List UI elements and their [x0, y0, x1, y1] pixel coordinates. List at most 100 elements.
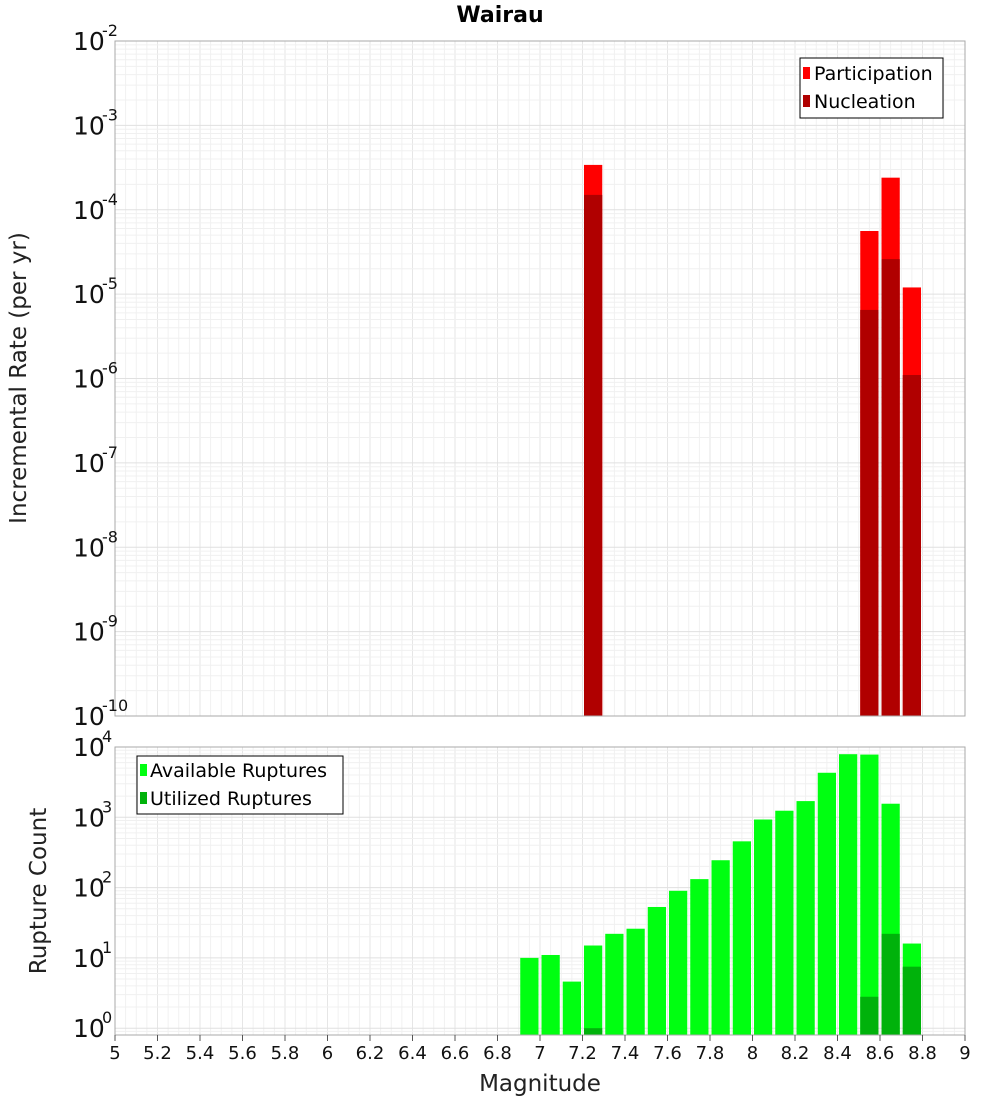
- rupture-y-tick-label-exponent: 3: [102, 797, 112, 816]
- available-ruptures-legend-swatch: [140, 764, 147, 776]
- available-ruptures-bar: [860, 754, 879, 1035]
- available-ruptures-bar: [605, 933, 624, 1035]
- utilized-ruptures-legend-label: Utilized Ruptures: [150, 788, 312, 810]
- rate-y-tick-label-exponent: -5: [102, 274, 118, 293]
- rupture-y-tick-label: 10: [73, 733, 105, 762]
- rate-y-tick-label-exponent: -4: [102, 190, 118, 209]
- rupture-plot-legend: Available Ruptures Utilized Ruptures: [136, 755, 344, 815]
- x-tick-label: 8: [747, 1043, 758, 1064]
- rate-y-tick-label-exponent: -10: [102, 696, 128, 715]
- x-tick-label: 5.6: [228, 1043, 257, 1064]
- x-tick-label: 7.4: [611, 1043, 640, 1064]
- rate-y-tick-label: 10: [73, 618, 105, 647]
- x-tick-label: 6.4: [398, 1043, 427, 1064]
- available-ruptures-bar: [520, 957, 539, 1035]
- rate-y-tick-label: 10: [73, 702, 105, 731]
- rupture-y-tick-label-exponent: 1: [102, 938, 112, 957]
- x-tick-label: 8.2: [781, 1043, 810, 1064]
- x-axis-ticks: 5 5.2 5.4 5.6 5.8 6 6.2 6.4 6.6 6.8 7 7.2 7.4 7.6 7.8 8…: [109, 1035, 971, 1064]
- available-ruptures-bar: [732, 841, 751, 1035]
- x-tick-label: 6.8: [483, 1043, 512, 1064]
- x-tick-label: 6: [322, 1043, 333, 1064]
- x-tick-label: 5.8: [271, 1043, 300, 1064]
- available-ruptures-bar: [796, 801, 815, 1035]
- x-tick-label: 9: [959, 1043, 970, 1064]
- nucleation-bar: [881, 259, 900, 716]
- available-ruptures-bar: [541, 954, 560, 1035]
- x-tick-label: 5.2: [143, 1043, 172, 1064]
- available-ruptures-legend-label: Available Ruptures: [150, 760, 327, 782]
- rupture-y-tick-label-exponent: 0: [102, 1008, 112, 1027]
- nucleation-bar: [902, 375, 921, 716]
- rate-plot-bars: [584, 164, 921, 716]
- rupture-y-tick-label-exponent: 2: [102, 868, 112, 887]
- available-ruptures-bar: [584, 945, 603, 1035]
- x-tick-label: 6.2: [356, 1043, 385, 1064]
- rupture-legend-box: [136, 755, 344, 815]
- rate-y-tick-label-exponent: -9: [102, 612, 118, 631]
- rate-plot-grid: [114, 40, 966, 717]
- rate-y-tick-label-exponent: -7: [102, 443, 118, 462]
- rupture-plot-y-axis-title: Rupture Count: [26, 808, 52, 974]
- utilized-ruptures-legend-swatch: [140, 792, 147, 804]
- x-axis-title: Magnitude: [479, 1071, 601, 1097]
- nucleation-legend-swatch: [803, 95, 810, 107]
- available-ruptures-bar: [690, 879, 709, 1035]
- available-ruptures-bar: [647, 906, 666, 1035]
- participation-legend-swatch: [803, 67, 810, 79]
- rate-y-tick-label: 10: [73, 533, 105, 562]
- rate-plot-y-axis-title: Incremental Rate (per yr): [6, 232, 32, 524]
- nucleation-legend-label: Nucleation: [814, 91, 916, 113]
- rate-y-tick-label: 10: [73, 196, 105, 225]
- utilized-ruptures-bar: [881, 933, 900, 1035]
- rupture-y-tick-label: 10: [73, 1014, 105, 1043]
- rupture-y-tick-label: 10: [73, 803, 105, 832]
- rupture-y-tick-label-exponent: 4: [102, 727, 112, 746]
- x-tick-label: 6.6: [441, 1043, 470, 1064]
- utilized-ruptures-bar: [584, 1028, 603, 1035]
- rate-y-tick-label: 10: [73, 449, 105, 478]
- available-ruptures-bar: [562, 981, 581, 1035]
- available-ruptures-bar: [626, 928, 645, 1035]
- nucleation-bar: [860, 309, 879, 716]
- participation-legend-label: Participation: [814, 63, 933, 85]
- x-tick-label: 8.8: [908, 1043, 937, 1064]
- rate-y-tick-label-exponent: -2: [102, 21, 118, 40]
- rupture-y-tick-label: 10: [73, 944, 105, 973]
- utilized-ruptures-bar: [860, 996, 879, 1035]
- available-ruptures-bar: [817, 772, 836, 1035]
- rupture-y-tick-label: 10: [73, 874, 105, 903]
- x-tick-label: 8.6: [866, 1043, 895, 1064]
- rate-legend-box: [799, 57, 944, 119]
- available-ruptures-bar: [754, 819, 773, 1035]
- x-tick-label: 7: [534, 1043, 545, 1064]
- x-tick-label: 7.6: [653, 1043, 682, 1064]
- rate-y-tick-label-exponent: -8: [102, 527, 118, 546]
- utilized-ruptures-bar: [902, 966, 921, 1035]
- rate-y-tick-label-exponent: -3: [102, 105, 118, 124]
- rate-y-tick-label: 10: [73, 111, 105, 140]
- x-tick-label: 5.4: [186, 1043, 215, 1064]
- nucleation-bar: [584, 194, 603, 716]
- rate-y-tick-label-exponent: -6: [102, 359, 118, 378]
- x-tick-label: 8.4: [823, 1043, 852, 1064]
- available-ruptures-bar: [775, 810, 794, 1035]
- rate-plot-legend: Participation Nucleation: [799, 57, 944, 119]
- rate-plot-frame: [114, 40, 966, 717]
- rupture-plot-bars: [520, 754, 921, 1035]
- rate-y-tick-label: 10: [73, 280, 105, 309]
- x-tick-label: 5: [109, 1043, 120, 1064]
- chart-title: Wairau: [456, 3, 543, 28]
- rate-y-tick-label: 10: [73, 27, 105, 56]
- available-ruptures-bar: [839, 754, 858, 1035]
- x-tick-label: 7.2: [568, 1043, 597, 1064]
- x-tick-label: 7.8: [696, 1043, 725, 1064]
- available-ruptures-bar: [669, 890, 688, 1035]
- available-ruptures-bar: [711, 860, 730, 1035]
- rate-y-tick-label: 10: [73, 365, 105, 394]
